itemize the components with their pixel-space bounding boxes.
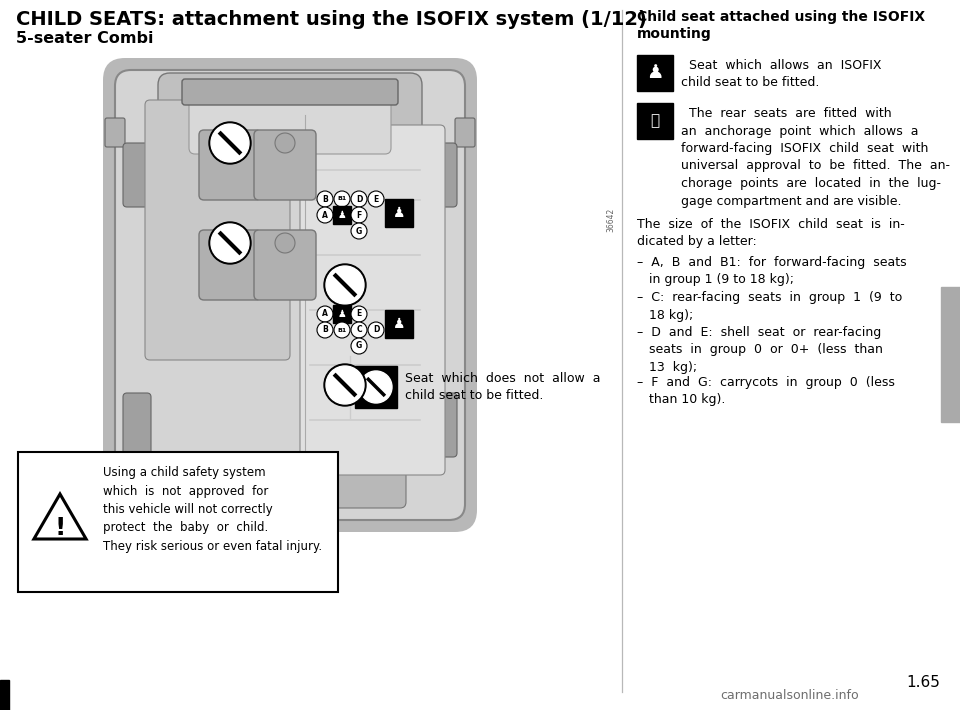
- Text: C: C: [356, 325, 362, 334]
- Text: 1.65: 1.65: [906, 675, 940, 690]
- FancyBboxPatch shape: [300, 125, 445, 475]
- Text: !: !: [55, 516, 65, 540]
- Circle shape: [317, 306, 333, 322]
- Circle shape: [324, 364, 366, 406]
- FancyBboxPatch shape: [158, 73, 422, 172]
- Circle shape: [326, 366, 364, 404]
- FancyBboxPatch shape: [123, 393, 151, 457]
- FancyBboxPatch shape: [182, 79, 398, 105]
- Bar: [333, 305, 351, 323]
- Circle shape: [351, 306, 367, 322]
- Text: Seat  which  does  not  allow  a
child seat to be fitted.: Seat which does not allow a child seat t…: [405, 372, 601, 403]
- Text: B: B: [323, 195, 328, 204]
- Text: ♟: ♟: [338, 210, 347, 220]
- Circle shape: [351, 338, 367, 354]
- FancyBboxPatch shape: [254, 130, 316, 200]
- FancyBboxPatch shape: [254, 230, 316, 300]
- Circle shape: [334, 191, 350, 207]
- Text: A: A: [322, 210, 328, 219]
- Circle shape: [360, 371, 392, 403]
- Text: D: D: [356, 195, 362, 204]
- Circle shape: [334, 322, 350, 338]
- Circle shape: [211, 224, 249, 262]
- FancyBboxPatch shape: [199, 130, 261, 200]
- Text: E: E: [356, 310, 362, 319]
- Text: ♟: ♟: [338, 309, 347, 319]
- Bar: [385, 199, 413, 227]
- Bar: [18, 452, 338, 592]
- Bar: [637, 103, 673, 139]
- Text: ♟: ♟: [646, 63, 663, 82]
- Circle shape: [317, 207, 333, 223]
- FancyBboxPatch shape: [429, 393, 457, 457]
- Circle shape: [275, 233, 295, 253]
- Text: –  C:  rear-facing  seats  in  group  1  (9  to
   18 kg);: – C: rear-facing seats in group 1 (9 to …: [637, 291, 902, 322]
- Circle shape: [220, 233, 240, 253]
- FancyBboxPatch shape: [174, 466, 406, 508]
- Text: 5-seater Combi: 5-seater Combi: [16, 31, 154, 46]
- Text: Seat  which  allows  an  ISOFIX
child seat to be fitted.: Seat which allows an ISOFIX child seat t…: [681, 59, 881, 89]
- FancyBboxPatch shape: [189, 97, 391, 154]
- Text: G: G: [356, 226, 362, 236]
- FancyBboxPatch shape: [145, 100, 290, 360]
- Bar: [355, 366, 397, 408]
- Text: F: F: [356, 210, 362, 219]
- Bar: [941, 287, 960, 422]
- Circle shape: [209, 122, 251, 164]
- Circle shape: [351, 191, 367, 207]
- FancyBboxPatch shape: [105, 118, 125, 147]
- Circle shape: [368, 322, 384, 338]
- Circle shape: [351, 223, 367, 239]
- Text: The  rear  seats  are  fitted  with
an  anchorage  point  which  allows  a
forwa: The rear seats are fitted with an anchor…: [681, 107, 950, 207]
- Text: B: B: [323, 325, 328, 334]
- Text: Using a child safety system
which  is  not  approved  for
this vehicle will not : Using a child safety system which is not…: [103, 466, 323, 553]
- Text: ⛲: ⛲: [651, 114, 660, 129]
- Text: D: D: [372, 325, 379, 334]
- Circle shape: [368, 191, 384, 207]
- Circle shape: [351, 207, 367, 223]
- Circle shape: [317, 322, 333, 338]
- Circle shape: [317, 191, 333, 207]
- Circle shape: [351, 322, 367, 338]
- FancyBboxPatch shape: [103, 58, 477, 532]
- FancyBboxPatch shape: [455, 118, 475, 147]
- Text: –  D  and  E:  shell  seat  or  rear-facing
   seats  in  group  0  or  0+  (les: – D and E: shell seat or rear-facing sea…: [637, 326, 883, 374]
- Text: E: E: [373, 195, 378, 204]
- FancyBboxPatch shape: [115, 70, 465, 520]
- Circle shape: [209, 222, 251, 264]
- Circle shape: [326, 266, 364, 304]
- FancyBboxPatch shape: [199, 230, 261, 300]
- Text: B1: B1: [337, 197, 347, 202]
- Text: Child seat attached using the ISOFIX: Child seat attached using the ISOFIX: [637, 10, 925, 24]
- Text: G: G: [356, 342, 362, 351]
- Circle shape: [220, 133, 240, 153]
- Text: CHILD SEATS: attachment using the ISOFIX system (1/12): CHILD SEATS: attachment using the ISOFIX…: [16, 10, 647, 29]
- FancyBboxPatch shape: [123, 143, 151, 207]
- Bar: [333, 206, 351, 224]
- Bar: [637, 55, 673, 91]
- Text: –  F  and  G:  carrycots  in  group  0  (less
   than 10 kg).: – F and G: carrycots in group 0 (less th…: [637, 376, 895, 407]
- Text: ♟: ♟: [393, 206, 405, 220]
- Bar: [385, 310, 413, 338]
- Text: carmanualsonline.info: carmanualsonline.info: [721, 689, 859, 702]
- Polygon shape: [34, 494, 86, 539]
- Circle shape: [275, 133, 295, 153]
- Text: 36642: 36642: [607, 208, 615, 232]
- Text: mounting: mounting: [637, 27, 711, 41]
- Circle shape: [211, 124, 249, 162]
- Text: A: A: [322, 310, 328, 319]
- Circle shape: [324, 264, 366, 306]
- Text: –  A,  B  and  B1:  for  forward-facing  seats
   in group 1 (9 to 18 kg);: – A, B and B1: for forward-facing seats …: [637, 256, 906, 287]
- FancyBboxPatch shape: [429, 143, 457, 207]
- Text: ♟: ♟: [393, 317, 405, 331]
- Text: B1: B1: [337, 327, 347, 332]
- Bar: [0, 680, 9, 710]
- Text: The  size  of  the  ISOFIX  child  seat  is  in-
dicated by a letter:: The size of the ISOFIX child seat is in-…: [637, 218, 904, 248]
